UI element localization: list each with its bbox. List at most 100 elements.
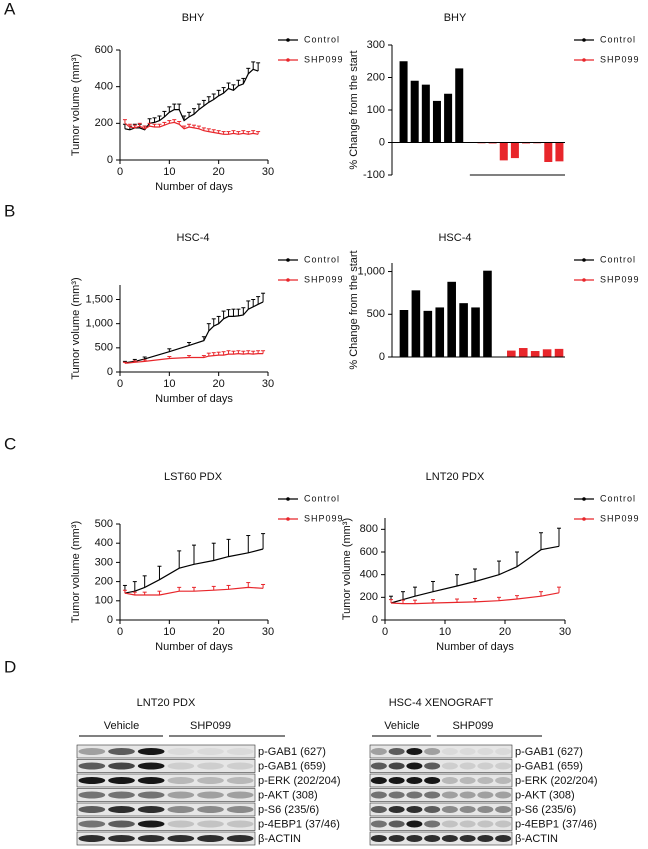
blot-band: [167, 806, 195, 813]
error-bar: [122, 361, 127, 364]
blot-band: [226, 835, 254, 842]
y-tick-label: 0: [107, 154, 113, 166]
series-line: [390, 592, 560, 605]
blot-band: [370, 762, 387, 770]
blot-row-label: p-4EBP1 (37/46): [515, 819, 597, 831]
blot-band: [441, 835, 458, 842]
chart-title: HSC-4: [176, 232, 209, 244]
error-bar: [221, 131, 226, 135]
blot-band: [370, 777, 387, 784]
blot-band: [226, 762, 254, 770]
blot-band: [108, 791, 135, 799]
y-tick-label: 1,000: [85, 318, 113, 330]
x-axis-label: Number of days: [436, 641, 514, 653]
error-bar: [455, 574, 459, 586]
blot-row-label: β-ACTIN: [258, 833, 301, 845]
blot-band: [495, 791, 512, 799]
blot-band: [388, 791, 405, 799]
legend-marker: [582, 278, 586, 282]
legend-label: Control: [304, 493, 340, 503]
blot-band: [477, 777, 494, 784]
blot-band: [226, 791, 254, 799]
bar: [530, 351, 540, 357]
legend-label: SHP099: [304, 513, 344, 523]
blot-row-label: p-4EBP1 (37/46): [258, 819, 340, 831]
bar: [410, 80, 419, 143]
error-bar: [241, 307, 246, 315]
series-line: [124, 352, 264, 364]
blot-band: [197, 835, 224, 842]
error-bar: [142, 125, 147, 129]
legend-label: SHP099: [600, 54, 640, 64]
error-bar: [413, 599, 417, 604]
blot-band: [370, 748, 387, 755]
error-bar: [226, 584, 231, 590]
blot-band: [167, 835, 195, 842]
x-axis-label: Number of days: [155, 393, 233, 405]
error-bar: [246, 131, 251, 135]
bar: [483, 270, 492, 357]
error-bar: [401, 599, 405, 604]
error-bar: [226, 82, 231, 89]
legend-label: Control: [600, 254, 636, 264]
panel-letter: C: [4, 434, 16, 453]
blot-band: [226, 777, 254, 784]
blot-band: [424, 820, 441, 828]
blot-band: [370, 820, 387, 828]
error-bar: [241, 77, 246, 84]
blot-band: [108, 762, 135, 770]
error-bar: [196, 103, 201, 110]
chart-title: BHY: [182, 12, 205, 24]
legend-label: SHP099: [600, 513, 640, 523]
panel-letter: A: [4, 0, 16, 18]
error-bar: [246, 350, 251, 354]
blot-band: [78, 820, 106, 828]
error-bar: [251, 130, 256, 134]
legend-label: SHP099: [304, 54, 344, 64]
y-axis-label: % Change from the start: [348, 50, 360, 169]
error-bar: [256, 350, 261, 354]
error-bar: [246, 582, 251, 588]
error-bar: [251, 61, 256, 70]
error-bar: [497, 596, 501, 601]
error-bar: [167, 348, 172, 352]
error-bar: [221, 87, 226, 94]
blot-band: [226, 820, 254, 828]
blot-band: [388, 806, 405, 813]
legend-marker: [286, 58, 290, 62]
error-bar: [187, 123, 192, 127]
legend-marker: [582, 517, 586, 521]
error-bar: [157, 590, 162, 596]
legend-label: Control: [600, 34, 636, 44]
error-bar: [132, 591, 137, 596]
y-tick-label: 200: [95, 576, 113, 588]
bar: [399, 310, 409, 357]
x-tick-label: 20: [213, 378, 225, 390]
blot-band: [477, 762, 494, 770]
y-tick-label: 500: [367, 308, 385, 320]
y-tick-label: 200: [367, 71, 385, 83]
bar: [518, 348, 528, 357]
series-line: [124, 548, 264, 594]
error-bar: [192, 108, 196, 115]
error-bar: [206, 96, 211, 103]
series-line: [390, 545, 560, 604]
error-bar: [157, 115, 162, 121]
blot-strip: [369, 788, 513, 802]
blot-band: [226, 806, 254, 813]
error-bar: [177, 103, 182, 110]
error-bar: [211, 129, 216, 133]
blot-band: [167, 791, 195, 799]
error-bar: [132, 124, 137, 128]
blot-band: [441, 806, 458, 813]
bar: [444, 93, 453, 143]
error-bar: [389, 599, 393, 603]
blot-title: HSC-4 XENOGRAFT: [389, 697, 494, 709]
y-tick-label: 300: [367, 39, 385, 51]
blot-band: [406, 806, 423, 813]
error-bar: [177, 550, 182, 569]
blot-band: [78, 762, 106, 770]
blot-band: [424, 762, 441, 770]
legend-marker: [582, 258, 586, 262]
